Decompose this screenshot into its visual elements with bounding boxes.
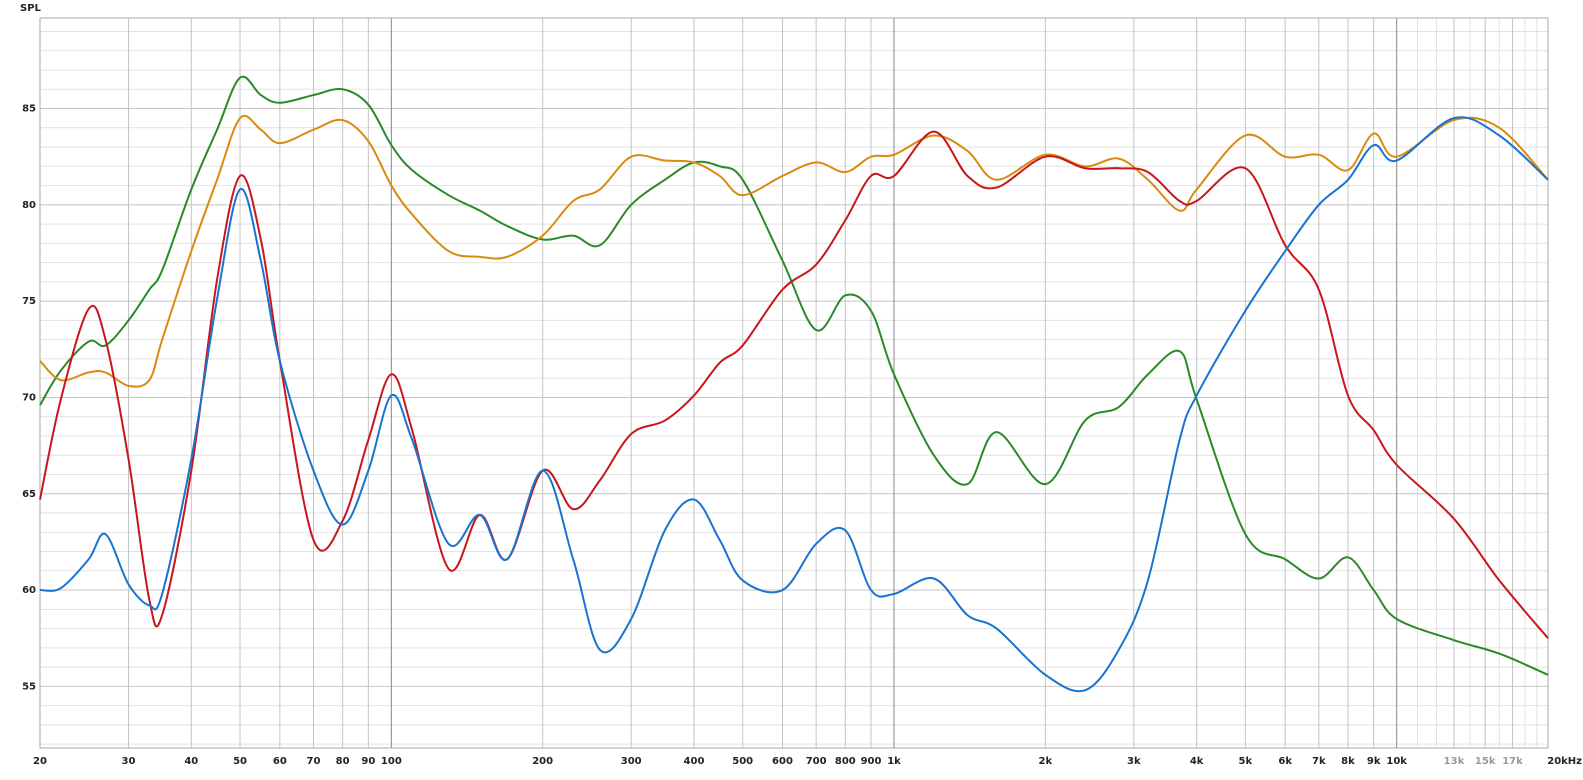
y-tick-label: 85	[22, 104, 36, 115]
x-tick-label: 200	[532, 756, 553, 767]
x-tick-label: 700	[806, 756, 827, 767]
grid	[39, 18, 1549, 748]
x-tick-label: 17k	[1502, 756, 1523, 767]
x-tick-label: 8k	[1341, 756, 1355, 767]
y-tick-label: 60	[22, 585, 36, 596]
y-tick-label: 80	[22, 200, 36, 211]
x-tick-label: 15k	[1475, 756, 1496, 767]
y-tick-label: 55	[22, 681, 36, 692]
y-tick-label: 70	[22, 392, 36, 403]
x-tick-label: 1k	[887, 756, 901, 767]
plot-frame	[39, 17, 1549, 749]
x-tick-label: 90	[361, 756, 375, 767]
x-tick-label: 7k	[1312, 756, 1326, 767]
x-tick-label: 400	[684, 756, 705, 767]
x-tick-label: 20kHz	[1547, 756, 1582, 767]
x-tick-label: 800	[835, 756, 856, 767]
series-line	[39, 130, 1549, 639]
y-tick-label: 75	[22, 296, 36, 307]
x-tick-label: 600	[772, 756, 793, 767]
x-tick-label: 300	[621, 756, 642, 767]
x-tick-label: 100	[381, 756, 402, 767]
x-tick-label: 500	[732, 756, 753, 767]
x-tick-label: 5k	[1239, 756, 1253, 767]
x-tick-label: 6k	[1278, 756, 1292, 767]
x-tick-label: 4k	[1190, 756, 1204, 767]
x-tick-label: 70	[307, 756, 321, 767]
x-tick-label: 40	[184, 756, 198, 767]
y-tick-label: 65	[22, 489, 36, 500]
x-tick-label: 30	[122, 756, 136, 767]
x-tick-label: 2k	[1039, 756, 1053, 767]
x-tick-label: 60	[273, 756, 287, 767]
x-tick-label: 3k	[1127, 756, 1141, 767]
y-axis-label: SPL	[20, 3, 42, 14]
series-line	[39, 114, 1549, 388]
x-tick-label: 20	[33, 756, 47, 767]
x-tick-label: 50	[233, 756, 247, 767]
series-line	[39, 75, 1549, 676]
x-tick-label: 900	[861, 756, 882, 767]
x-tick-label: 9k	[1367, 756, 1381, 767]
x-tick-label: 13k	[1444, 756, 1465, 767]
x-tick-label: 10k	[1386, 756, 1407, 767]
x-tick-label: 80	[336, 756, 350, 767]
series-line	[39, 116, 1549, 693]
